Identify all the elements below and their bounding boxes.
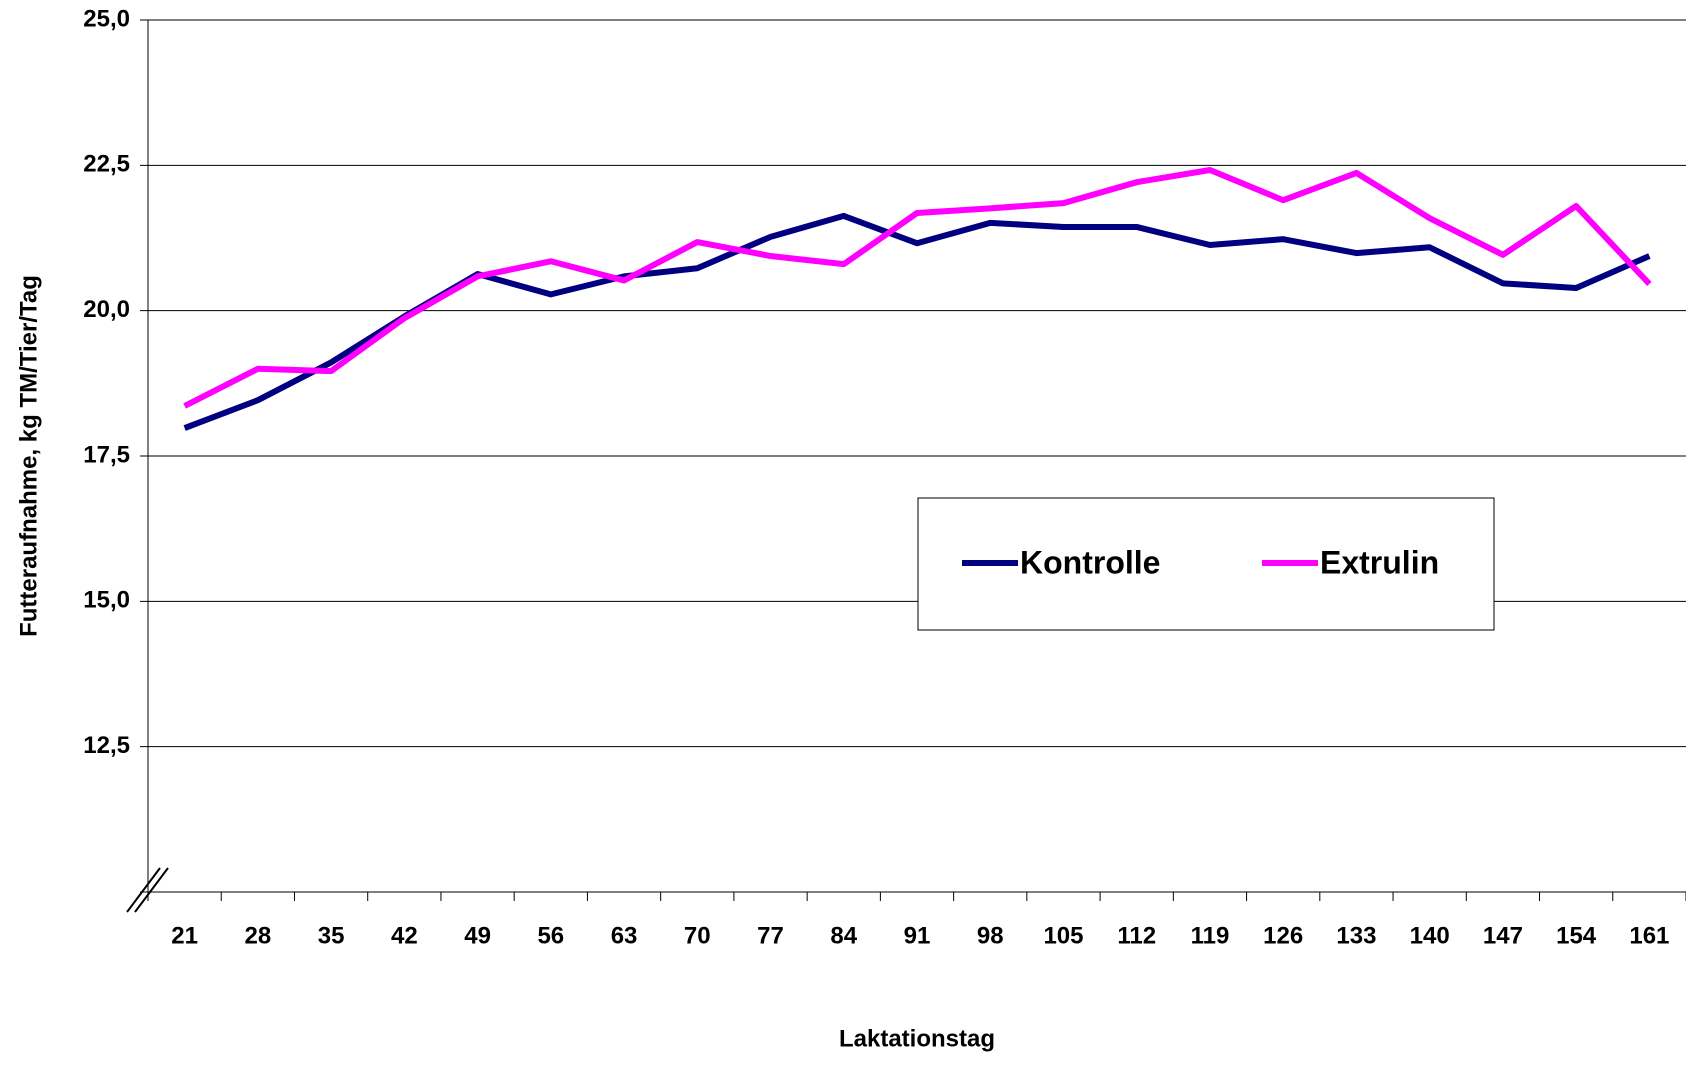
x-tick-label: 119 — [1191, 922, 1230, 949]
x-tick-label: 49 — [464, 922, 491, 949]
x-tick-label: 154 — [1556, 922, 1597, 949]
x-tick-label: 105 — [1043, 922, 1083, 949]
x-tick-label: 133 — [1336, 922, 1376, 949]
series-line — [183, 166, 1652, 409]
legend-label: Extrulin — [1320, 544, 1439, 580]
x-tick-label: 77 — [757, 922, 784, 949]
x-tick-label: 161 — [1629, 922, 1669, 949]
x-axis-title: Laktationstag — [839, 1025, 995, 1052]
x-tick-label: 28 — [245, 922, 272, 949]
x-tick-label: 147 — [1483, 922, 1523, 949]
y-axis-title: Futteraufnahme, kg TM/Tier/Tag — [15, 275, 42, 637]
axis-break — [126, 867, 169, 913]
x-tick-label: 126 — [1263, 922, 1303, 949]
x-tick-label: 35 — [318, 922, 345, 949]
x-tick-label: 42 — [391, 922, 418, 949]
y-tick-label: 25,0 — [83, 5, 130, 32]
x-tick-label: 70 — [684, 922, 711, 949]
x-tick-label: 98 — [977, 922, 1004, 949]
y-tick-label: 15,0 — [83, 587, 130, 614]
axis-break-line — [134, 867, 169, 913]
y-tick-label: 20,0 — [83, 296, 130, 323]
y-tick-label: 17,5 — [83, 441, 130, 468]
x-tick-label: 112 — [1117, 922, 1156, 949]
x-tick-label: 56 — [537, 922, 564, 949]
x-tick-label: 84 — [830, 922, 857, 949]
x-tick-label: 91 — [904, 922, 931, 949]
legend-label: Kontrolle — [1020, 544, 1160, 580]
series-line — [183, 212, 1651, 431]
y-tick-label: 12,5 — [83, 732, 130, 759]
x-tick-label: 63 — [611, 922, 638, 949]
y-tick-label: 22,5 — [83, 151, 130, 178]
x-tick-label: 140 — [1410, 922, 1450, 949]
x-tick-label: 21 — [171, 922, 198, 949]
axis-break-line — [126, 867, 161, 913]
